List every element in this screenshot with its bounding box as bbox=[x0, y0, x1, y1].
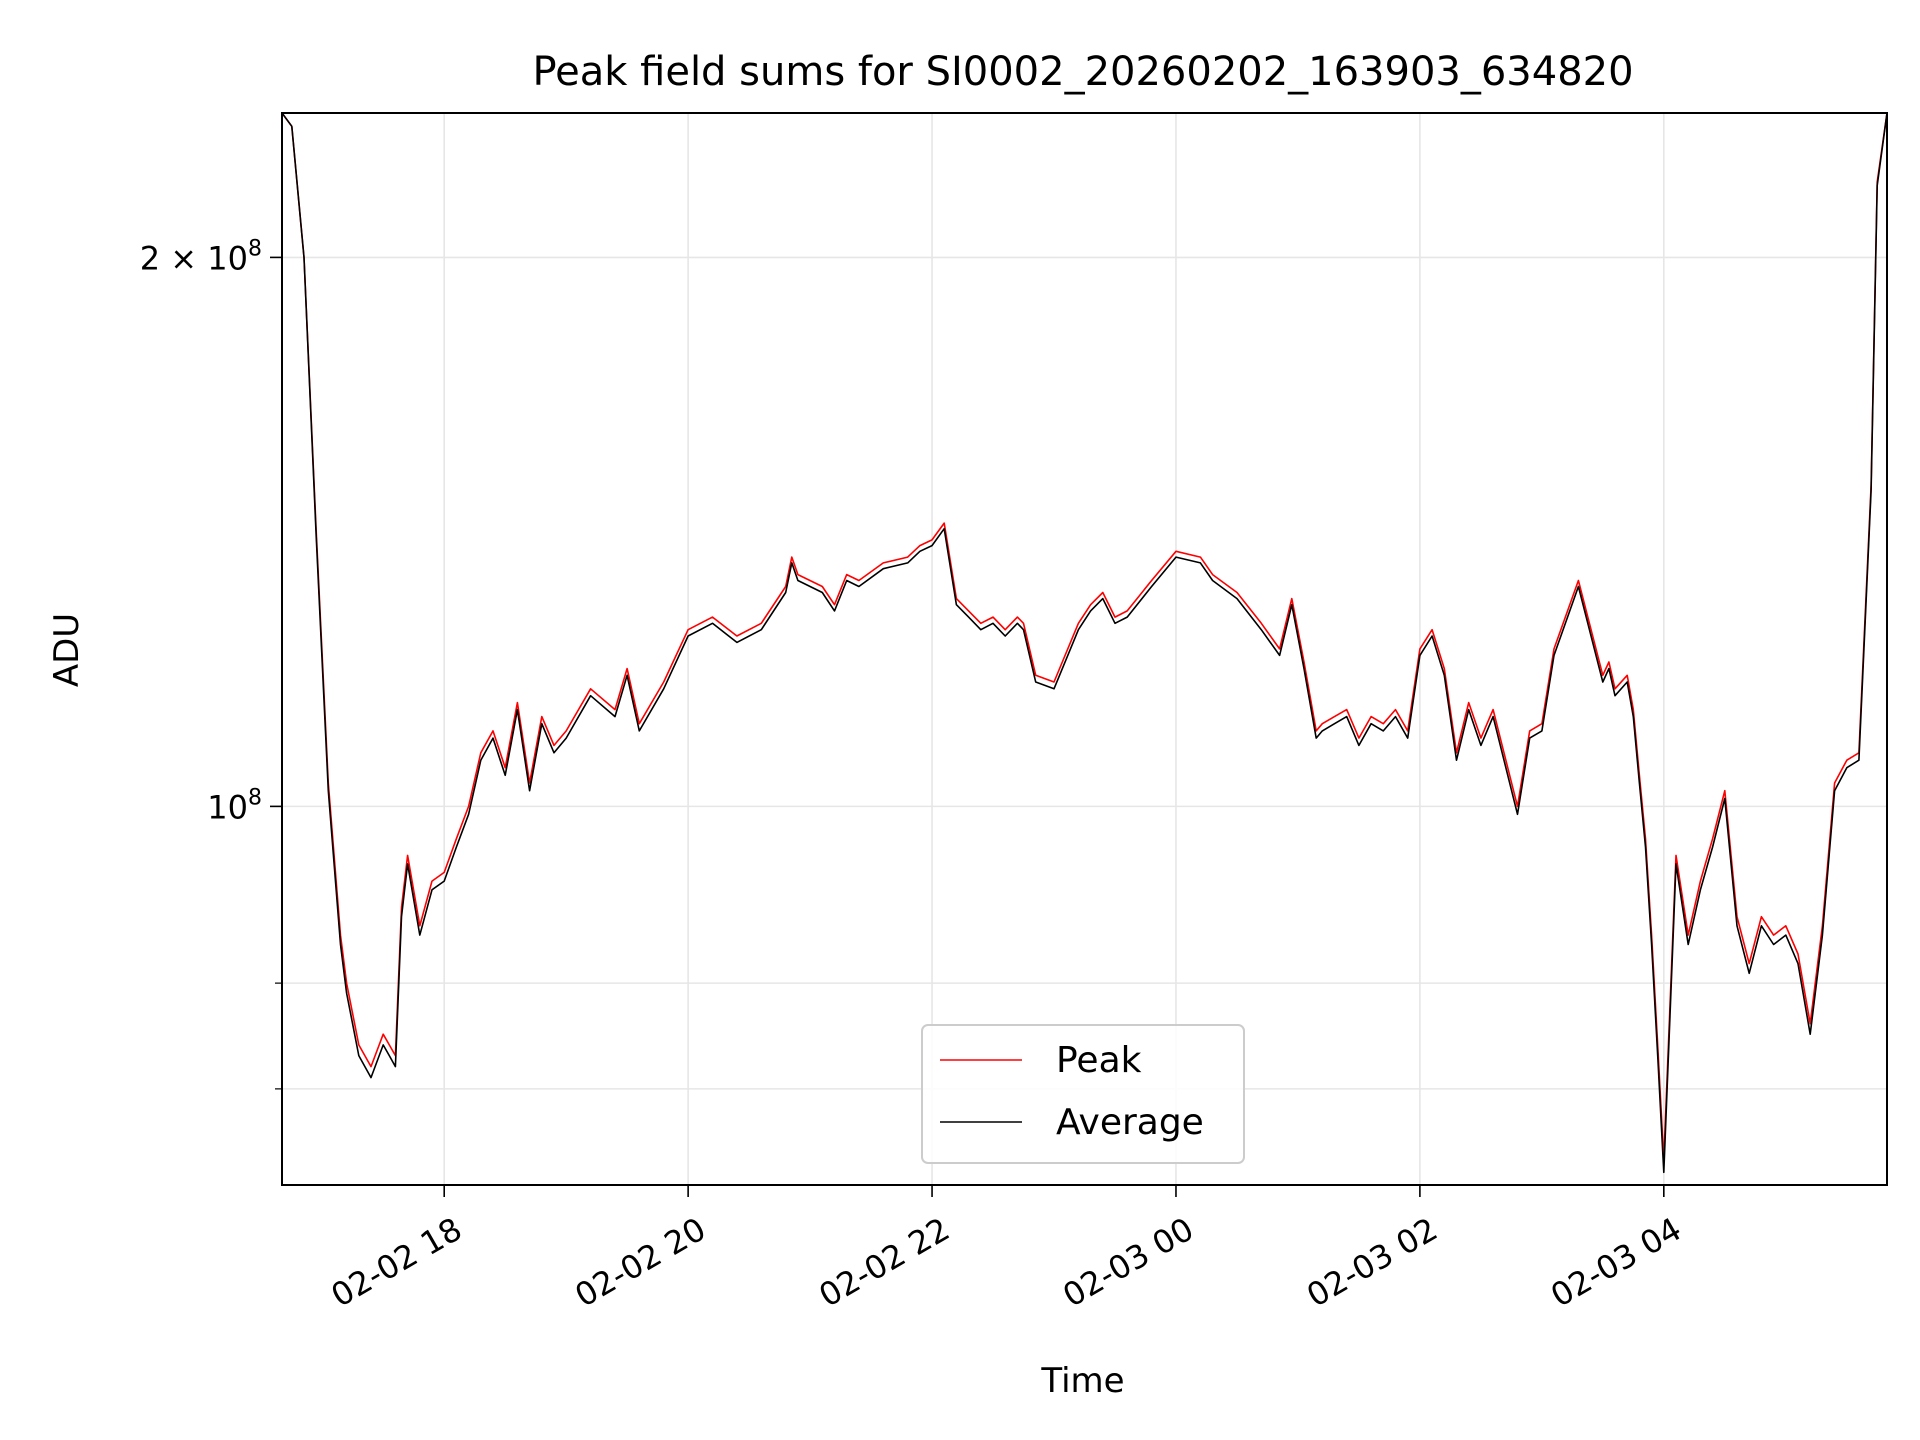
plot-frame bbox=[281, 112, 1888, 1186]
y-axis-label: ADU bbox=[47, 613, 87, 687]
y-tick-label-0: 2 × 108 bbox=[140, 236, 262, 277]
series-lines bbox=[281, 112, 1888, 1174]
gridlines bbox=[282, 113, 1887, 1185]
legend-label-average: Average bbox=[1056, 1102, 1204, 1143]
series-line-average bbox=[281, 112, 1888, 1174]
legend: Peak Average bbox=[921, 1024, 1245, 1164]
plot-area bbox=[282, 113, 1887, 1185]
x-axis-label: Time bbox=[1040, 1361, 1124, 1401]
chart-title: Peak field sums for SI0002_20260202_1639… bbox=[532, 49, 1633, 95]
legend-label-peak: Peak bbox=[1056, 1040, 1142, 1081]
